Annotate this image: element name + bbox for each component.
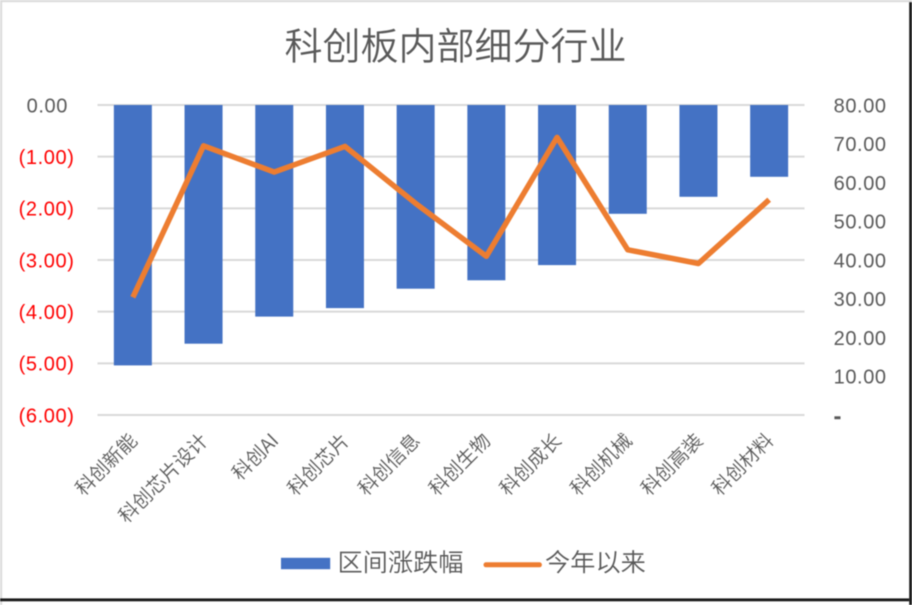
svg-text:(2.00): (2.00) (19, 199, 75, 221)
svg-text:(5.00): (5.00) (19, 354, 75, 376)
svg-text:(3.00): (3.00) (19, 250, 75, 272)
svg-text:(4.00): (4.00) (19, 302, 75, 324)
svg-text:50.00: 50.00 (834, 212, 887, 234)
svg-text:70.00: 70.00 (834, 134, 887, 156)
svg-text:80.00: 80.00 (834, 95, 887, 117)
svg-text:30.00: 30.00 (834, 289, 887, 311)
svg-text:60.00: 60.00 (834, 173, 887, 195)
svg-text:10.00: 10.00 (834, 367, 887, 389)
svg-text:0.00: 0.00 (27, 95, 68, 117)
svg-text:40.00: 40.00 (834, 250, 887, 272)
svg-text:20.00: 20.00 (834, 328, 887, 350)
svg-text:(6.00): (6.00) (19, 405, 75, 427)
svg-text:(1.00): (1.00) (19, 147, 75, 169)
